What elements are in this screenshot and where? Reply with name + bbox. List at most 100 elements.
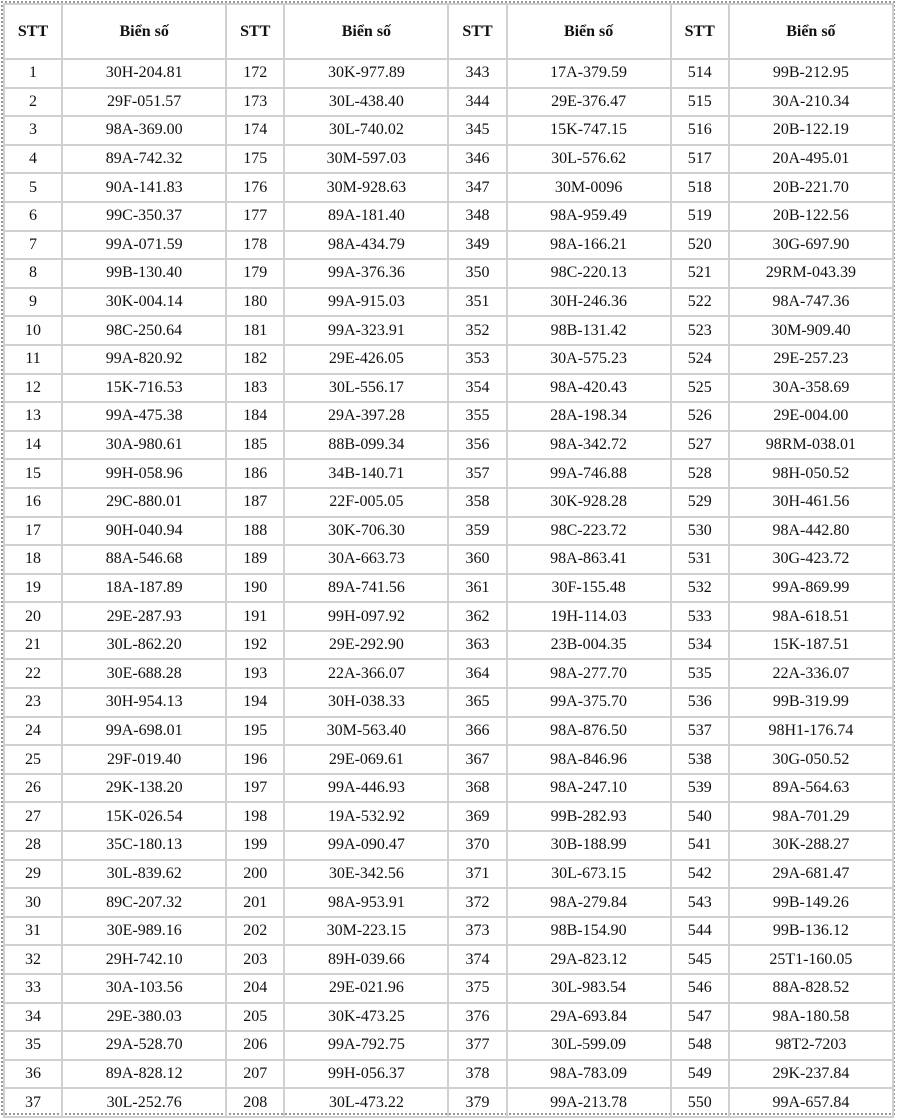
stt-cell: 358 — [447, 486, 508, 518]
plate-cell: 29A-681.47 — [727, 858, 895, 890]
stt-cell: 173 — [225, 86, 286, 118]
table-row: 32 29H-742.10 203 89H-039.66 374 29A-823.12 54… — [2, 944, 895, 975]
stt-cell: 515 — [669, 86, 730, 118]
plate-cell: 30K-977.89 — [283, 58, 450, 89]
stt-cell: 191 — [225, 601, 286, 632]
plate-cell: 29E-004.00 — [727, 401, 895, 432]
stt-cell: 22 — [2, 658, 64, 690]
plate-cell: 20B-122.19 — [727, 115, 895, 146]
stt-cell: 523 — [669, 315, 730, 346]
stt-cell: 348 — [447, 200, 508, 232]
plate-cell: 29F-051.57 — [61, 86, 228, 118]
plate-cell: 30G-697.90 — [727, 229, 895, 261]
plate-cell: 98A-863.41 — [505, 544, 672, 575]
plate-cell: 30K-288.27 — [727, 830, 895, 861]
plate-cell: 98A-701.29 — [727, 801, 895, 833]
plate-cell: 29K-237.84 — [727, 1058, 895, 1090]
plate-cell: 29E-287.93 — [61, 601, 228, 632]
plate-cell: 34B-140.71 — [283, 458, 450, 489]
stt-cell: 514 — [669, 58, 730, 89]
stt-cell: 1 — [2, 58, 64, 89]
plate-cell: 98T2-7203 — [727, 1030, 895, 1061]
plate-cell: 98A-434.79 — [283, 229, 450, 261]
plate-cell: 99H-097.92 — [283, 601, 450, 632]
table-row: 25 29F-019.40 196 29E-069.61 367 98A-846.96 53… — [2, 744, 895, 775]
stt-cell: 208 — [225, 1087, 286, 1118]
stt-cell: 537 — [669, 715, 730, 747]
plate-cell: 15K-747.15 — [505, 115, 672, 146]
plate-cell: 30H-038.33 — [283, 687, 450, 718]
plate-cell: 99A-071.59 — [61, 229, 228, 261]
plate-cell: 30A-210.34 — [727, 86, 895, 118]
stt-cell: 179 — [225, 258, 286, 289]
header-stt: STT — [225, 3, 286, 60]
plate-cell: 99B-319.99 — [727, 687, 895, 718]
stt-cell: 27 — [2, 801, 64, 833]
plate-cell: 30M-909.40 — [727, 315, 895, 346]
plate-cell: 30L-839.62 — [61, 858, 228, 890]
stt-cell: 374 — [447, 944, 508, 975]
stt-cell: 176 — [225, 172, 286, 203]
plate-cell: 99A-915.03 — [283, 286, 450, 318]
plate-cell: 30H-246.36 — [505, 286, 672, 318]
stt-cell: 352 — [447, 315, 508, 346]
plate-cell: 30L-599.09 — [505, 1030, 672, 1061]
stt-cell: 184 — [225, 401, 286, 432]
stt-cell: 375 — [447, 973, 508, 1004]
stt-cell: 172 — [225, 58, 286, 89]
stt-cell: 540 — [669, 801, 730, 833]
plate-cell: 99A-090.47 — [283, 830, 450, 861]
plate-cell: 29C-880.01 — [61, 486, 228, 518]
stt-cell: 526 — [669, 401, 730, 432]
stt-cell: 354 — [447, 372, 508, 404]
stt-cell: 371 — [447, 858, 508, 890]
stt-cell: 345 — [447, 115, 508, 146]
stt-cell: 37 — [2, 1087, 64, 1118]
plate-cell: 99B-149.26 — [727, 887, 895, 918]
plate-cell: 30L-473.22 — [283, 1087, 450, 1118]
stt-cell: 25 — [2, 744, 64, 775]
table-row: 24 99A-698.01 195 30M-563.40 366 98A-876.50 53… — [2, 715, 895, 747]
stt-cell: 19 — [2, 572, 64, 604]
plate-cell: 30H-461.56 — [727, 486, 895, 518]
plate-cell: 18A-187.89 — [61, 572, 228, 604]
stt-cell: 3 — [2, 115, 64, 146]
table-row: 33 30A-103.56 204 29E-021.96 375 30L-983.54 54… — [2, 973, 895, 1004]
table-row: 8 99B-130.40 179 99A-376.36 350 98C-220.13 521… — [2, 258, 895, 289]
stt-cell: 185 — [225, 429, 286, 461]
table-row: 26 29K-138.20 197 99A-446.93 368 98A-247.10 53… — [2, 772, 895, 804]
stt-cell: 353 — [447, 343, 508, 375]
header-row: STT Biển số STT Biển số STT Biển số STT … — [2, 3, 895, 60]
plate-cell: 30G-423.72 — [727, 544, 895, 575]
stt-cell: 543 — [669, 887, 730, 918]
table-row: 35 29A-528.70 206 99A-792.75 377 30L-599.09 54… — [2, 1030, 895, 1061]
stt-cell: 5 — [2, 172, 64, 203]
stt-cell: 366 — [447, 715, 508, 747]
header-stt: STT — [2, 3, 64, 60]
plate-cell: 99B-212.95 — [727, 58, 895, 89]
table-row: 1 30H-204.81 172 30K-977.89 343 17A-379.59 514… — [2, 58, 895, 89]
stt-cell: 549 — [669, 1058, 730, 1090]
plate-cell: 98C-250.64 — [61, 315, 228, 346]
plate-cell: 99C-350.37 — [61, 200, 228, 232]
stt-cell: 361 — [447, 572, 508, 604]
stt-cell: 372 — [447, 887, 508, 918]
plate-cell: 98C-223.72 — [505, 515, 672, 547]
header-stt: STT — [447, 3, 508, 60]
stt-cell: 521 — [669, 258, 730, 289]
plate-cell: 99A-323.91 — [283, 315, 450, 346]
plate-cell: 99A-446.93 — [283, 772, 450, 804]
stt-cell: 35 — [2, 1030, 64, 1061]
plate-cell: 30M-928.63 — [283, 172, 450, 203]
stt-cell: 190 — [225, 572, 286, 604]
stt-cell: 357 — [447, 458, 508, 489]
table-row: 16 29C-880.01 187 22F-005.05 358 30K-928.28 52… — [2, 486, 895, 518]
stt-cell: 11 — [2, 343, 64, 375]
stt-cell: 344 — [447, 86, 508, 118]
plate-cell: 30E-342.56 — [283, 858, 450, 890]
stt-cell: 178 — [225, 229, 286, 261]
stt-cell: 547 — [669, 1001, 730, 1033]
plate-cell: 30L-252.76 — [61, 1087, 228, 1118]
table-row: 11 99A-820.92 182 29E-426.05 353 30A-575.23 52… — [2, 343, 895, 375]
stt-cell: 550 — [669, 1087, 730, 1118]
